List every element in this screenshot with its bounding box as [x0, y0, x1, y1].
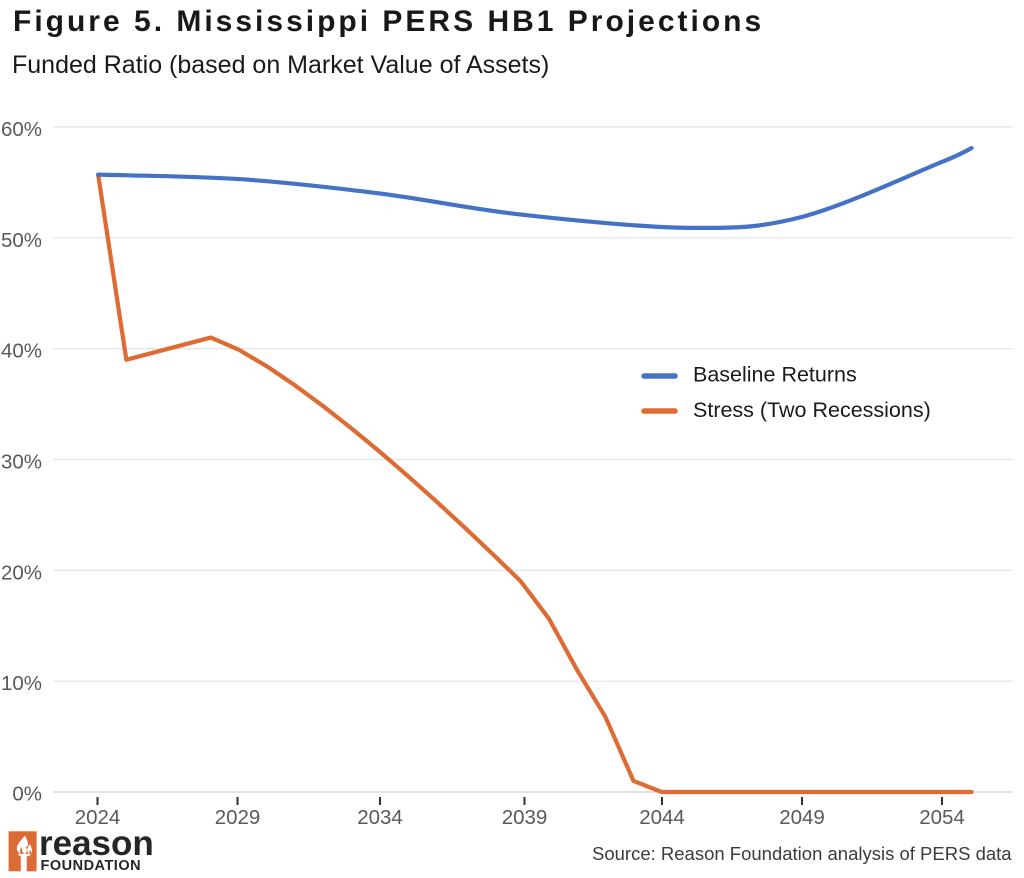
- svg-text:30%: 30%: [1, 451, 42, 474]
- svg-text:2054: 2054: [919, 806, 965, 829]
- svg-text:2034: 2034: [357, 806, 403, 829]
- svg-text:2029: 2029: [215, 806, 261, 829]
- svg-text:Baseline Returns: Baseline Returns: [693, 363, 857, 387]
- svg-text:10%: 10%: [1, 672, 42, 695]
- svg-text:40%: 40%: [1, 340, 42, 363]
- svg-text:60%: 60%: [1, 118, 42, 141]
- svg-text:50%: 50%: [1, 229, 42, 252]
- svg-text:Stress (Two Recessions): Stress (Two Recessions): [693, 398, 931, 422]
- svg-text:FOUNDATION: FOUNDATION: [41, 858, 142, 874]
- svg-text:2039: 2039: [502, 806, 548, 829]
- svg-text:20%: 20%: [1, 561, 42, 584]
- svg-text:2044: 2044: [639, 806, 685, 829]
- svg-text:2049: 2049: [779, 806, 825, 829]
- svg-text:0%: 0%: [12, 783, 42, 806]
